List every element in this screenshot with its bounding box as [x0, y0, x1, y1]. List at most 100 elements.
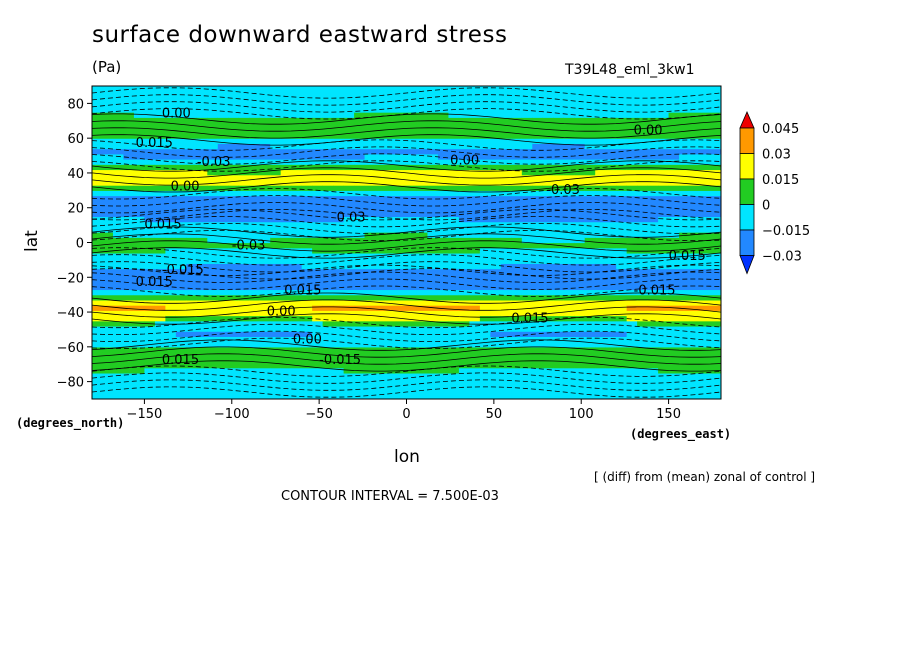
field-cell: [427, 289, 439, 296]
contour-line: [92, 306, 721, 318]
field-cell: [689, 294, 701, 301]
field-cell: [207, 378, 219, 384]
field-cell: [270, 352, 282, 358]
field-cell: [563, 185, 575, 191]
field-cell: [511, 221, 523, 228]
field-cell: [154, 341, 166, 348]
field-cell: [165, 117, 177, 124]
field-cell: [616, 320, 628, 327]
field-cell: [689, 237, 701, 244]
field-cell: [406, 372, 418, 379]
field-cell: [280, 174, 292, 181]
field-cell: [479, 211, 491, 218]
field-cell: [144, 216, 156, 223]
field-cell: [154, 299, 166, 306]
field-cell: [616, 352, 628, 358]
field-cell: [228, 279, 240, 285]
field-cell: [427, 190, 439, 197]
field-cell: [595, 357, 607, 364]
field-cell: [249, 237, 261, 244]
field-cell: [133, 127, 146, 134]
field-cell: [574, 122, 586, 129]
field-cell: [542, 273, 554, 280]
field-cell: [301, 216, 313, 223]
field-cell: [112, 258, 125, 264]
field-cell: [259, 279, 271, 285]
field-cell: [207, 383, 219, 390]
field-cell: [102, 294, 114, 301]
field-cell: [626, 320, 638, 327]
field-cell: [238, 247, 250, 254]
field-cell: [563, 362, 575, 369]
field-cell: [658, 195, 670, 202]
field-cell: [521, 310, 533, 317]
contour-line: [92, 94, 721, 106]
field-cell: [301, 237, 313, 244]
field-cell: [343, 336, 355, 343]
field-cell: [658, 362, 670, 369]
field-cell: [479, 393, 491, 399]
field-cell: [322, 174, 334, 181]
field-cell: [574, 258, 586, 264]
field-cell: [511, 284, 523, 291]
field-cell: [647, 279, 659, 285]
field-cell: [490, 221, 502, 228]
field-cell: [553, 247, 565, 254]
field-cell: [133, 211, 146, 218]
field-cell: [228, 289, 240, 296]
field-cell: [647, 106, 659, 113]
field-cell: [375, 331, 387, 337]
field-cell: [102, 86, 114, 92]
field-cell: [102, 237, 114, 244]
field-cell: [626, 232, 638, 238]
field-cell: [123, 127, 135, 134]
field-cell: [553, 86, 565, 92]
contour-line: [92, 313, 721, 325]
field-cell: [647, 153, 659, 160]
field-cell: [270, 263, 282, 270]
field-cell: [133, 378, 146, 384]
field-cell: [333, 294, 345, 301]
field-cell: [511, 263, 523, 270]
field-cell: [469, 164, 481, 171]
field-cell: [259, 388, 271, 395]
field-cell: [647, 185, 659, 191]
field-cell: [710, 336, 721, 343]
field-cell: [249, 252, 261, 259]
field-cell: [647, 216, 659, 223]
field-cell: [595, 86, 607, 92]
field-cell: [259, 336, 271, 343]
field-cell: [196, 159, 208, 165]
field-cell: [291, 132, 303, 139]
field-cell: [553, 232, 565, 238]
field-cell: [668, 352, 680, 358]
field-cell: [553, 357, 565, 364]
field-cell: [658, 164, 670, 171]
contour-lines: [92, 87, 721, 398]
field-cell: [710, 101, 721, 108]
field-cell: [647, 174, 659, 181]
field-cell: [469, 331, 481, 337]
field-cell: [123, 91, 135, 98]
field-cell: [322, 112, 334, 118]
field-cell: [542, 122, 554, 129]
field-cell: [595, 138, 607, 144]
field-cell: [521, 112, 533, 118]
field-cell: [532, 221, 544, 228]
y-tick-label: 20: [67, 202, 84, 217]
field-cell: [448, 247, 460, 254]
field-cell: [280, 346, 292, 353]
field-cell: [92, 148, 104, 155]
field-cell: [637, 86, 649, 92]
field-cell: [605, 138, 617, 144]
field-cell: [375, 122, 387, 129]
field-cell: [616, 138, 628, 144]
field-cell: [647, 148, 659, 155]
field-cell: [154, 101, 166, 108]
field-cell: [469, 352, 481, 358]
field-cell: [416, 200, 429, 207]
field-cell: [542, 294, 554, 301]
field-cell: [291, 367, 303, 374]
field-cell: [637, 185, 649, 191]
field-cell: [259, 383, 271, 390]
